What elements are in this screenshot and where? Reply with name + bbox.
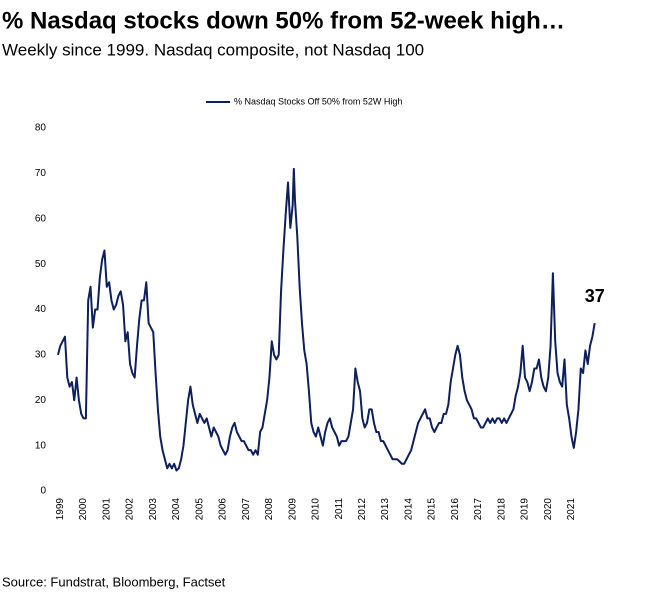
y-tick-label: 40 xyxy=(35,304,47,315)
x-tick-label: 2006 xyxy=(218,498,229,521)
y-tick-label: 70 xyxy=(35,168,47,179)
y-tick-label: 60 xyxy=(35,213,47,224)
chart-subtitle: Weekly since 1999. Nasdaq composite, not… xyxy=(2,40,424,59)
x-tick-label: 2017 xyxy=(473,498,484,521)
data-line xyxy=(57,167,596,472)
y-tick-label: 30 xyxy=(35,350,47,361)
x-tick-label: 2013 xyxy=(380,498,391,521)
x-tick-label: 2004 xyxy=(171,498,182,521)
y-tick-label: 80 xyxy=(35,123,47,134)
y-tick-label: 20 xyxy=(35,395,47,406)
x-tick-label: 2011 xyxy=(334,498,345,520)
y-tick-label: 0 xyxy=(40,486,46,497)
x-tick-label: 2009 xyxy=(287,498,298,521)
x-tick-label: 2020 xyxy=(543,498,554,521)
x-tick-label: 1999 xyxy=(55,498,66,521)
source-note: Source: Fundstrat, Bloomberg, Factset xyxy=(2,574,226,589)
x-tick-label: 2021 xyxy=(566,498,577,521)
x-tick-label: 2019 xyxy=(520,498,531,521)
x-tick-label: 2016 xyxy=(450,498,461,521)
chart-title: % Nasdaq stocks down 50% from 52-week hi… xyxy=(2,7,565,34)
x-tick-label: 2012 xyxy=(357,498,368,521)
x-tick-label: 2007 xyxy=(241,498,252,521)
legend-label: % Nasdaq Stocks Off 50% from 52W High xyxy=(234,96,402,106)
x-tick-label: 2010 xyxy=(311,498,322,521)
y-tick-label: 50 xyxy=(35,259,47,270)
x-tick-label: 2015 xyxy=(427,498,438,521)
x-tick-label: 2000 xyxy=(78,498,89,521)
x-tick-label: 2002 xyxy=(125,498,136,521)
x-tick-label: 2018 xyxy=(496,498,507,521)
x-tick-label: 2014 xyxy=(403,498,414,521)
x-tick-label: 2008 xyxy=(264,498,275,521)
annotation: 37 xyxy=(585,286,605,306)
x-tick-label: 2005 xyxy=(194,498,205,521)
x-tick-label: 2003 xyxy=(148,498,159,521)
y-tick-label: 10 xyxy=(35,440,47,451)
x-tick-label: 2001 xyxy=(101,498,112,521)
